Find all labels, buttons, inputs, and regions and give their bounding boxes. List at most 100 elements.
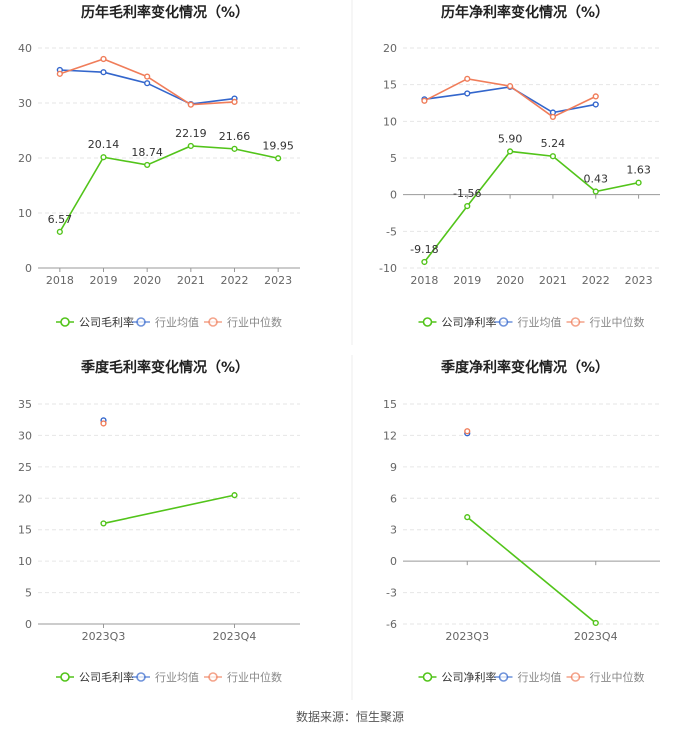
x-tick-label: 2021 <box>177 274 205 287</box>
data-label: 6.57 <box>48 213 73 226</box>
legend-label: 行业中位数 <box>227 315 282 329</box>
y-tick-label: 0 <box>25 618 32 631</box>
chart-annual-net: 历年净利率变化情况（%） -10 -5 0 5 10 15 20 2018 2019 2020 202… <box>379 4 660 329</box>
x-tick-label: 2023Q4 <box>574 630 618 643</box>
data-point-company <box>549 153 557 160</box>
x-tick-label: 2023 <box>264 274 292 287</box>
data-label: -1.56 <box>453 187 481 200</box>
data-point-industry_avg <box>144 80 151 87</box>
y-tick-label: 15 <box>383 398 397 411</box>
data-point-industry_median <box>100 55 107 63</box>
chart-annual-gross: 历年毛利率变化情况（%） 0 10 20 30 40 2018 2019 2020 2021 202… <box>18 4 300 329</box>
data-label: -9.18 <box>410 243 438 256</box>
y-tick-label: -3 <box>386 587 397 600</box>
y-tick-label: 10 <box>18 555 32 568</box>
data-point-company <box>464 203 471 210</box>
legend-marker <box>498 672 509 682</box>
y-tick-label: 20 <box>383 42 397 55</box>
y-tick-label: 3 <box>390 524 397 537</box>
legend-item-industry_avg: 行业均值 <box>494 316 562 329</box>
data-point-company <box>464 514 471 521</box>
data-point-company <box>592 619 599 627</box>
x-tick-label: 2020 <box>496 274 524 287</box>
x-tick-label: 2022 <box>582 274 610 287</box>
x-tick-label: 2018 <box>410 274 438 287</box>
data-point-industry_median <box>187 101 194 108</box>
legend-item-company: 公司毛利率 <box>56 315 134 329</box>
legend-item-industry_median: 行业中位数 <box>566 315 645 329</box>
data-point-industry_avg <box>100 69 107 76</box>
y-tick-label: 30 <box>18 429 32 442</box>
y-tick-label: 15 <box>18 524 32 537</box>
legend-label: 公司毛利率 <box>79 670 134 684</box>
y-tick-label: 12 <box>383 429 397 442</box>
chart-title: 季度净利率变化情况（%） <box>440 359 609 376</box>
legend-label: 公司净利率 <box>442 670 497 684</box>
legend-item-industry_avg: 行业均值 <box>132 671 199 684</box>
data-point-industry_median <box>231 98 238 106</box>
series-line-company <box>466 516 597 624</box>
data-point-industry_avg <box>464 90 471 97</box>
chart-title: 历年净利率变化情况（%） <box>441 4 609 21</box>
data-label: 1.63 <box>626 164 651 177</box>
x-tick-label: 2023Q3 <box>82 630 126 643</box>
data-label: 5.24 <box>541 137 566 150</box>
x-tick-label: 2018 <box>46 274 74 287</box>
data-point-industry_median <box>549 113 557 121</box>
legend-marker <box>208 317 218 327</box>
legend-item-company: 公司毛利率 <box>56 670 134 684</box>
y-tick-label: 10 <box>18 207 32 220</box>
data-label: 22.19 <box>175 127 207 140</box>
legend-label: 公司毛利率 <box>79 315 134 329</box>
x-tick-label: 2019 <box>453 274 481 287</box>
legend-label: 行业中位数 <box>590 670 645 684</box>
chart-title: 历年毛利率变化情况（%） <box>81 4 249 21</box>
legend-item-company: 公司净利率 <box>418 315 497 329</box>
y-tick-label: 5 <box>390 152 397 165</box>
y-tick-label: 30 <box>18 97 32 110</box>
y-tick-label: 35 <box>18 398 32 411</box>
data-source-footer: 数据来源：恒生聚源 <box>295 710 404 724</box>
data-point-company <box>421 258 428 266</box>
data-label: 21.66 <box>219 130 251 143</box>
x-tick-label: 2023Q4 <box>213 630 257 643</box>
data-point-company <box>506 148 514 155</box>
data-point-industry_median <box>592 93 599 100</box>
y-tick-label: 5 <box>25 587 32 600</box>
y-tick-label: 25 <box>18 461 32 474</box>
legend-marker <box>422 672 433 682</box>
series-line-company <box>423 150 639 263</box>
y-tick-label: -6 <box>386 618 397 631</box>
data-point-company <box>592 188 599 195</box>
legend-marker <box>136 672 146 682</box>
y-tick-label: 10 <box>383 115 397 128</box>
y-tick-label: 20 <box>18 152 32 165</box>
legend-item-industry_median: 行业中位数 <box>204 670 282 684</box>
legend-item-company: 公司净利率 <box>418 670 497 684</box>
legend-label: 行业均值 <box>155 671 199 684</box>
y-tick-label: 0 <box>25 262 32 275</box>
data-point-industry_median <box>100 420 107 427</box>
y-tick-label: -10 <box>379 262 397 275</box>
legend-item-industry_median: 行业中位数 <box>204 315 282 329</box>
legend-label: 行业均值 <box>155 316 199 329</box>
data-point-company <box>56 228 63 235</box>
data-point-industry_median <box>144 73 151 80</box>
chart-title: 季度毛利率变化情况（%） <box>80 359 249 376</box>
data-point-company <box>100 154 107 161</box>
data-label: 5.90 <box>498 132 523 145</box>
data-point-company <box>231 492 238 499</box>
data-point-industry_median <box>56 70 63 77</box>
x-tick-label: 2023Q3 <box>445 630 489 643</box>
y-tick-label: 0 <box>390 555 397 568</box>
legend-item-industry_median: 行业中位数 <box>566 670 645 684</box>
y-tick-label: 40 <box>18 42 32 55</box>
data-point-company <box>100 520 107 527</box>
data-point-industry_median <box>421 97 428 104</box>
x-tick-label: 2021 <box>539 274 567 287</box>
data-label: 19.95 <box>262 139 294 152</box>
chart-quarterly-net: 季度净利率变化情况（%） -6 -3 0 3 6 9 12 15 2023Q3 2023Q4 公司净利… <box>383 359 660 684</box>
y-tick-label: 6 <box>390 492 397 505</box>
x-tick-label: 2022 <box>221 274 249 287</box>
